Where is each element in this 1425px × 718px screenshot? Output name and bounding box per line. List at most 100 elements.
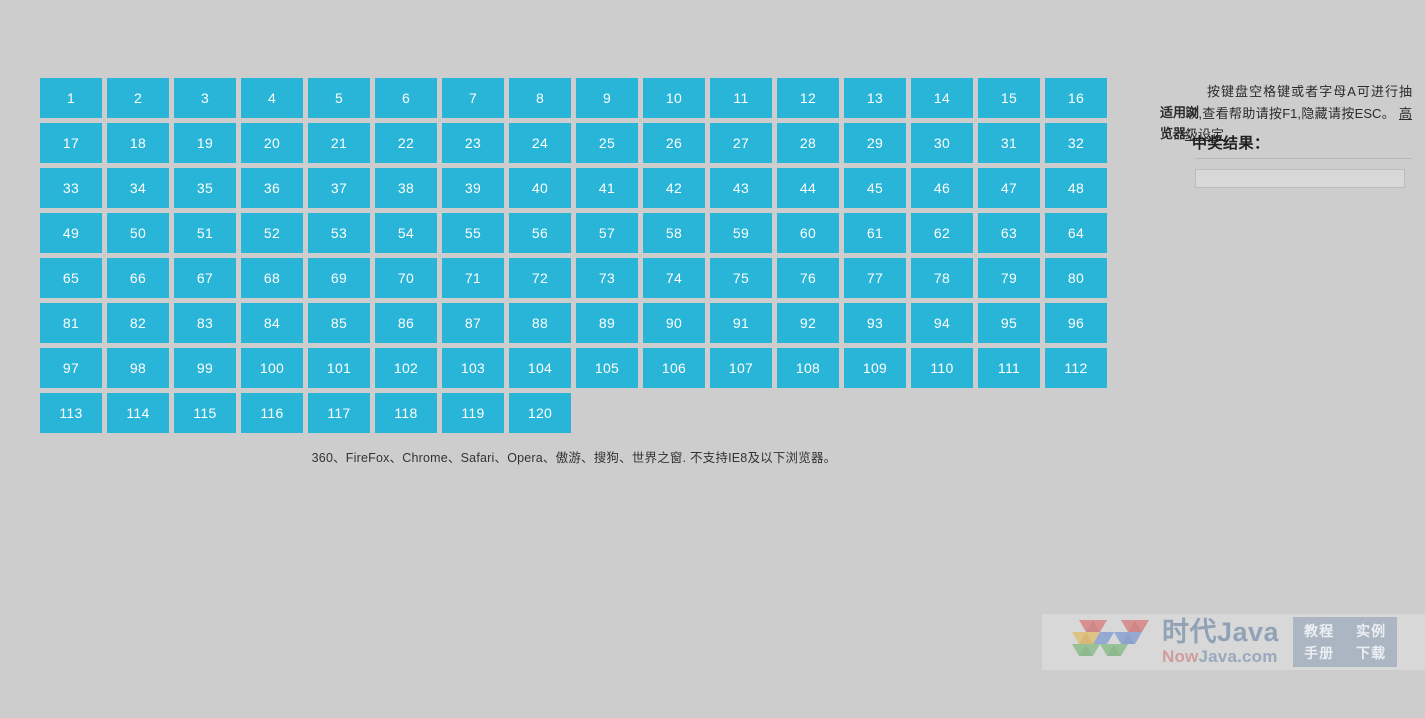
number-tile[interactable]: 9 — [576, 78, 638, 118]
number-tile[interactable]: 78 — [911, 258, 973, 298]
number-tile[interactable]: 82 — [107, 303, 169, 343]
number-tile[interactable]: 47 — [978, 168, 1040, 208]
number-tile[interactable]: 65 — [40, 258, 102, 298]
number-tile[interactable]: 75 — [710, 258, 772, 298]
number-tile[interactable]: 104 — [509, 348, 571, 388]
number-tile[interactable]: 31 — [978, 123, 1040, 163]
number-tile[interactable]: 41 — [576, 168, 638, 208]
winning-result-box[interactable] — [1195, 169, 1405, 188]
number-tile[interactable]: 106 — [643, 348, 705, 388]
number-tile[interactable]: 50 — [107, 213, 169, 253]
number-tile[interactable]: 2 — [107, 78, 169, 118]
number-tile[interactable]: 21 — [308, 123, 370, 163]
number-tile[interactable]: 86 — [375, 303, 437, 343]
number-tile[interactable]: 16 — [1045, 78, 1107, 118]
number-tile[interactable]: 69 — [308, 258, 370, 298]
number-tile[interactable]: 20 — [241, 123, 303, 163]
number-tile[interactable]: 48 — [1045, 168, 1107, 208]
number-tile[interactable]: 8 — [509, 78, 571, 118]
number-tile[interactable]: 85 — [308, 303, 370, 343]
number-tile[interactable]: 15 — [978, 78, 1040, 118]
number-tile[interactable]: 13 — [844, 78, 906, 118]
number-tile[interactable]: 5 — [308, 78, 370, 118]
number-tile[interactable]: 107 — [710, 348, 772, 388]
number-tile[interactable]: 58 — [643, 213, 705, 253]
number-tile[interactable]: 33 — [40, 168, 102, 208]
number-tile[interactable]: 115 — [174, 393, 236, 433]
number-tile[interactable]: 79 — [978, 258, 1040, 298]
number-tile[interactable]: 27 — [710, 123, 772, 163]
number-tile[interactable]: 46 — [911, 168, 973, 208]
number-tile[interactable]: 116 — [241, 393, 303, 433]
number-tile[interactable]: 60 — [777, 213, 839, 253]
number-tile[interactable]: 77 — [844, 258, 906, 298]
logo-link[interactable]: 手册 — [1304, 645, 1335, 661]
number-tile[interactable]: 67 — [174, 258, 236, 298]
number-tile[interactable]: 44 — [777, 168, 839, 208]
number-tile[interactable]: 74 — [643, 258, 705, 298]
number-tile[interactable]: 24 — [509, 123, 571, 163]
number-tile[interactable]: 7 — [442, 78, 504, 118]
number-tile[interactable]: 59 — [710, 213, 772, 253]
number-tile[interactable]: 52 — [241, 213, 303, 253]
number-tile[interactable]: 4 — [241, 78, 303, 118]
number-tile[interactable]: 10 — [643, 78, 705, 118]
number-tile[interactable]: 17 — [40, 123, 102, 163]
number-tile[interactable]: 119 — [442, 393, 504, 433]
number-tile[interactable]: 111 — [978, 348, 1040, 388]
number-tile[interactable]: 64 — [1045, 213, 1107, 253]
number-tile[interactable]: 72 — [509, 258, 571, 298]
number-tile[interactable]: 42 — [643, 168, 705, 208]
number-tile[interactable]: 91 — [710, 303, 772, 343]
number-tile[interactable]: 30 — [911, 123, 973, 163]
number-tile[interactable]: 114 — [107, 393, 169, 433]
number-tile[interactable]: 118 — [375, 393, 437, 433]
number-tile[interactable]: 109 — [844, 348, 906, 388]
number-tile[interactable]: 108 — [777, 348, 839, 388]
number-tile[interactable]: 40 — [509, 168, 571, 208]
number-tile[interactable]: 29 — [844, 123, 906, 163]
number-tile[interactable]: 90 — [643, 303, 705, 343]
number-tile[interactable]: 81 — [40, 303, 102, 343]
number-tile[interactable]: 100 — [241, 348, 303, 388]
number-tile[interactable]: 112 — [1045, 348, 1107, 388]
number-tile[interactable]: 76 — [777, 258, 839, 298]
number-tile[interactable]: 51 — [174, 213, 236, 253]
number-tile[interactable]: 117 — [308, 393, 370, 433]
number-tile[interactable]: 18 — [107, 123, 169, 163]
number-tile[interactable]: 84 — [241, 303, 303, 343]
number-tile[interactable]: 37 — [308, 168, 370, 208]
number-tile[interactable]: 55 — [442, 213, 504, 253]
number-tile[interactable]: 94 — [911, 303, 973, 343]
number-tile[interactable]: 6 — [375, 78, 437, 118]
number-tile[interactable]: 113 — [40, 393, 102, 433]
number-tile[interactable]: 102 — [375, 348, 437, 388]
number-tile[interactable]: 1 — [40, 78, 102, 118]
number-tile[interactable]: 11 — [710, 78, 772, 118]
number-tile[interactable]: 49 — [40, 213, 102, 253]
number-tile[interactable]: 3 — [174, 78, 236, 118]
logo-link[interactable]: 下载 — [1356, 645, 1387, 661]
number-tile[interactable]: 99 — [174, 348, 236, 388]
number-tile[interactable]: 57 — [576, 213, 638, 253]
number-tile[interactable]: 28 — [777, 123, 839, 163]
number-tile[interactable]: 34 — [107, 168, 169, 208]
number-tile[interactable]: 35 — [174, 168, 236, 208]
number-tile[interactable]: 25 — [576, 123, 638, 163]
number-tile[interactable]: 63 — [978, 213, 1040, 253]
number-tile[interactable]: 26 — [643, 123, 705, 163]
number-tile[interactable]: 83 — [174, 303, 236, 343]
number-tile[interactable]: 95 — [978, 303, 1040, 343]
number-tile[interactable]: 32 — [1045, 123, 1107, 163]
number-tile[interactable]: 38 — [375, 168, 437, 208]
number-tile[interactable]: 68 — [241, 258, 303, 298]
number-tile[interactable]: 22 — [375, 123, 437, 163]
number-tile[interactable]: 61 — [844, 213, 906, 253]
number-tile[interactable]: 120 — [509, 393, 571, 433]
logo-link[interactable]: 实例 — [1356, 623, 1387, 639]
number-tile[interactable]: 23 — [442, 123, 504, 163]
number-tile[interactable]: 19 — [174, 123, 236, 163]
advanced-settings-link[interactable]: 高级设定 — [1185, 105, 1413, 143]
number-tile[interactable]: 39 — [442, 168, 504, 208]
number-tile[interactable]: 110 — [911, 348, 973, 388]
